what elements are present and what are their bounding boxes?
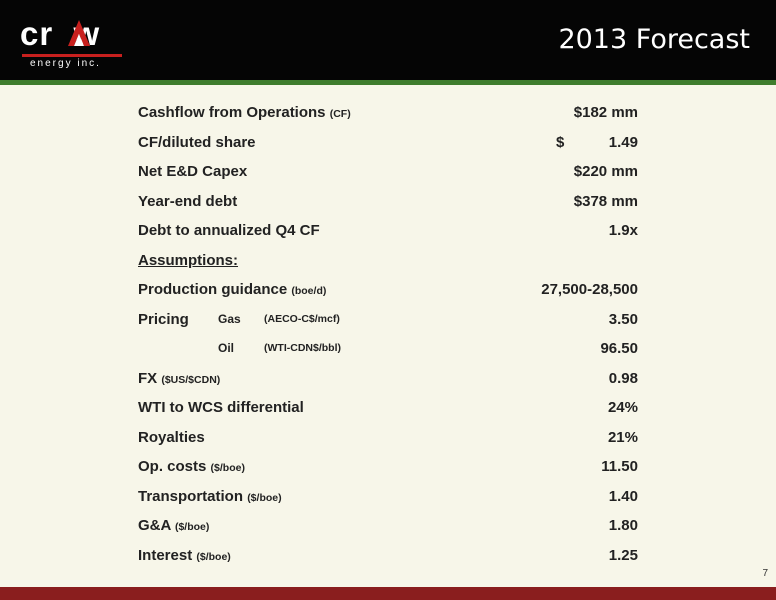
table-row: G&A ($/boe) 1.80 (138, 511, 638, 541)
slide-title: 2013 Forecast (558, 24, 750, 55)
logo-tagline: energy inc. (30, 58, 101, 69)
row-value: $182 mm (573, 104, 638, 121)
table-row: Transportation ($/boe) 1.40 (138, 482, 638, 512)
slide-header: cr w energy inc. 2013 Forecast (0, 0, 776, 80)
row-label: CF/diluted share (138, 133, 256, 151)
row-value: 1.25 (608, 546, 638, 564)
row-value: 0.98 (608, 369, 638, 387)
section-heading: Assumptions: (138, 251, 239, 269)
table-row: Year-end debt $378 mm (138, 187, 638, 217)
row-label: Interest ($/boe) (138, 546, 231, 564)
page-number: 7 (762, 568, 768, 579)
row-value: 3.50 (608, 310, 638, 328)
logo-underline (22, 54, 122, 57)
row-label: Pricing (138, 310, 189, 328)
table-row: Interest ($/boe) 1.25 (138, 541, 638, 571)
sub-label: Gas (218, 311, 241, 326)
table-row: WTI to WCS differential 24% (138, 393, 638, 423)
row-value: 1.49 (608, 133, 638, 151)
row-value: 1.80 (608, 517, 638, 534)
flame-icon (68, 20, 90, 46)
currency-symbol: $ (556, 133, 565, 151)
row-value: 1.9x (608, 222, 638, 239)
row-value: 24% (607, 399, 638, 416)
row-value: 96.50 (600, 340, 638, 357)
row-label: FX ($US/$CDN) (138, 369, 221, 387)
crew-energy-logo: cr w energy inc. (20, 16, 130, 70)
row-value: 1.40 (608, 487, 638, 505)
table-row: FX ($US/$CDN) 0.98 (138, 364, 638, 394)
table-row: Net E&D Capex $220 mm (138, 157, 638, 187)
table-row: Assumptions: (138, 246, 638, 276)
row-label: Debt to annualized Q4 CF (138, 222, 320, 239)
table-row: Op. costs ($/boe) 11.50 (138, 452, 638, 482)
row-label: Year-end debt (138, 192, 238, 210)
row-label: G&A ($/boe) (138, 517, 210, 534)
table-row: CF/diluted share $ 1.49 (138, 128, 638, 158)
table-row: Debt to annualized Q4 CF 1.9x (138, 216, 638, 246)
table-row: Production guidance (boe/d) 27,500-28,50… (138, 275, 638, 305)
table-row: Pricing Gas (AECO-C$/mcf) 3.50 (138, 305, 638, 335)
row-label: Cashflow from Operations (CF) (138, 104, 351, 121)
row-label: Royalties (138, 428, 205, 446)
table-row: Royalties 21% (138, 423, 638, 453)
table-row: Oil (WTI-CDN$/bbl) 96.50 (138, 334, 638, 364)
footer-bar (0, 587, 776, 600)
row-value: 11.50 (601, 458, 638, 475)
row-label: Production guidance (boe/d) (138, 281, 327, 298)
sub-unit: (WTI-CDN$/bbl) (264, 342, 341, 354)
row-value: 21% (607, 428, 638, 446)
table-row: Cashflow from Operations (CF) $182 mm (138, 98, 638, 128)
row-value: 27,500-28,500 (541, 281, 638, 298)
row-label: Op. costs ($/boe) (138, 458, 245, 475)
row-value: $220 mm (573, 163, 638, 180)
forecast-table: Cashflow from Operations (CF) $182 mm CF… (138, 98, 638, 570)
sub-label: Oil (218, 341, 235, 355)
row-value: $378 mm (573, 192, 638, 210)
sub-unit: (AECO-C$/mcf) (264, 312, 340, 325)
header-divider (0, 80, 776, 85)
row-label: Net E&D Capex (138, 163, 248, 180)
row-label: WTI to WCS differential (138, 399, 304, 416)
slide-body (0, 85, 776, 587)
row-label: Transportation ($/boe) (138, 487, 282, 505)
